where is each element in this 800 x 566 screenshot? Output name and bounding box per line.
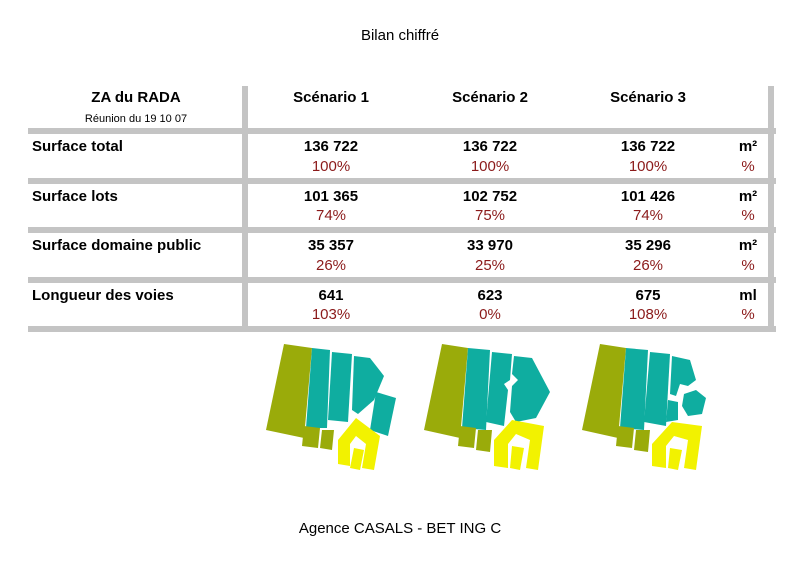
project-name: ZA du RADA — [91, 89, 181, 106]
value-cell: 136 722 — [303, 138, 359, 155]
scenario-2-header: Scénario 2 — [452, 89, 528, 106]
site-plan-scenario-2 — [424, 344, 550, 470]
scenario-1-header: Scénario 1 — [293, 89, 369, 106]
percent-cell: 100% — [628, 158, 668, 175]
percent-cell: 100% — [470, 158, 510, 175]
unit-label: ml — [739, 287, 757, 304]
site-plan-scenario-1 — [266, 344, 396, 470]
page-title: Bilan chiffré — [360, 27, 440, 44]
grid-hline-5 — [28, 326, 776, 332]
site-plan-scenario-3 — [582, 344, 706, 470]
grid-hline-4 — [28, 277, 776, 283]
value-cell: 33 970 — [467, 237, 513, 254]
grid-vline-right — [768, 86, 774, 329]
percent-cell: 75% — [474, 207, 506, 224]
unit-label: m² — [738, 237, 758, 254]
footer-credit: Agence CASALS - BET ING C — [298, 520, 502, 537]
percent-unit: % — [741, 306, 755, 323]
percent-unit: % — [741, 207, 755, 224]
value-cell: 35 296 — [625, 237, 671, 254]
value-cell: 675 — [635, 287, 661, 304]
percent-cell: 74% — [315, 207, 347, 224]
grid-hline-3 — [28, 227, 776, 233]
percent-cell: 25% — [474, 257, 506, 274]
row-label-surface-total: Surface total — [32, 138, 123, 155]
percent-cell: 26% — [632, 257, 664, 274]
grid-hline-2 — [28, 178, 776, 184]
value-cell: 101 426 — [620, 188, 676, 205]
value-cell: 101 365 — [303, 188, 359, 205]
value-cell: 136 722 — [620, 138, 676, 155]
value-cell: 136 722 — [462, 138, 518, 155]
value-cell: 623 — [477, 287, 503, 304]
percent-unit: % — [741, 158, 755, 175]
value-cell: 641 — [318, 287, 344, 304]
percent-cell: 103% — [311, 306, 351, 323]
row-label-longueur-des-voies: Longueur des voies — [32, 287, 174, 304]
meeting-date: Réunion du 19 10 07 — [84, 113, 188, 125]
scenario-3-header: Scénario 3 — [610, 89, 686, 106]
row-label-surface-domaine-public: Surface domaine public — [32, 237, 202, 254]
unit-label: m² — [738, 188, 758, 205]
unit-label: m² — [738, 138, 758, 155]
percent-cell: 100% — [311, 158, 351, 175]
percent-cell: 108% — [628, 306, 668, 323]
grid-hline-1 — [28, 128, 776, 134]
percent-unit: % — [741, 257, 755, 274]
percent-cell: 74% — [632, 207, 664, 224]
grid-vline-left — [242, 86, 248, 329]
value-cell: 35 357 — [308, 237, 354, 254]
percent-cell: 26% — [315, 257, 347, 274]
row-label-surface-lots: Surface lots — [32, 188, 118, 205]
value-cell: 102 752 — [462, 188, 518, 205]
percent-cell: 0% — [479, 306, 501, 323]
